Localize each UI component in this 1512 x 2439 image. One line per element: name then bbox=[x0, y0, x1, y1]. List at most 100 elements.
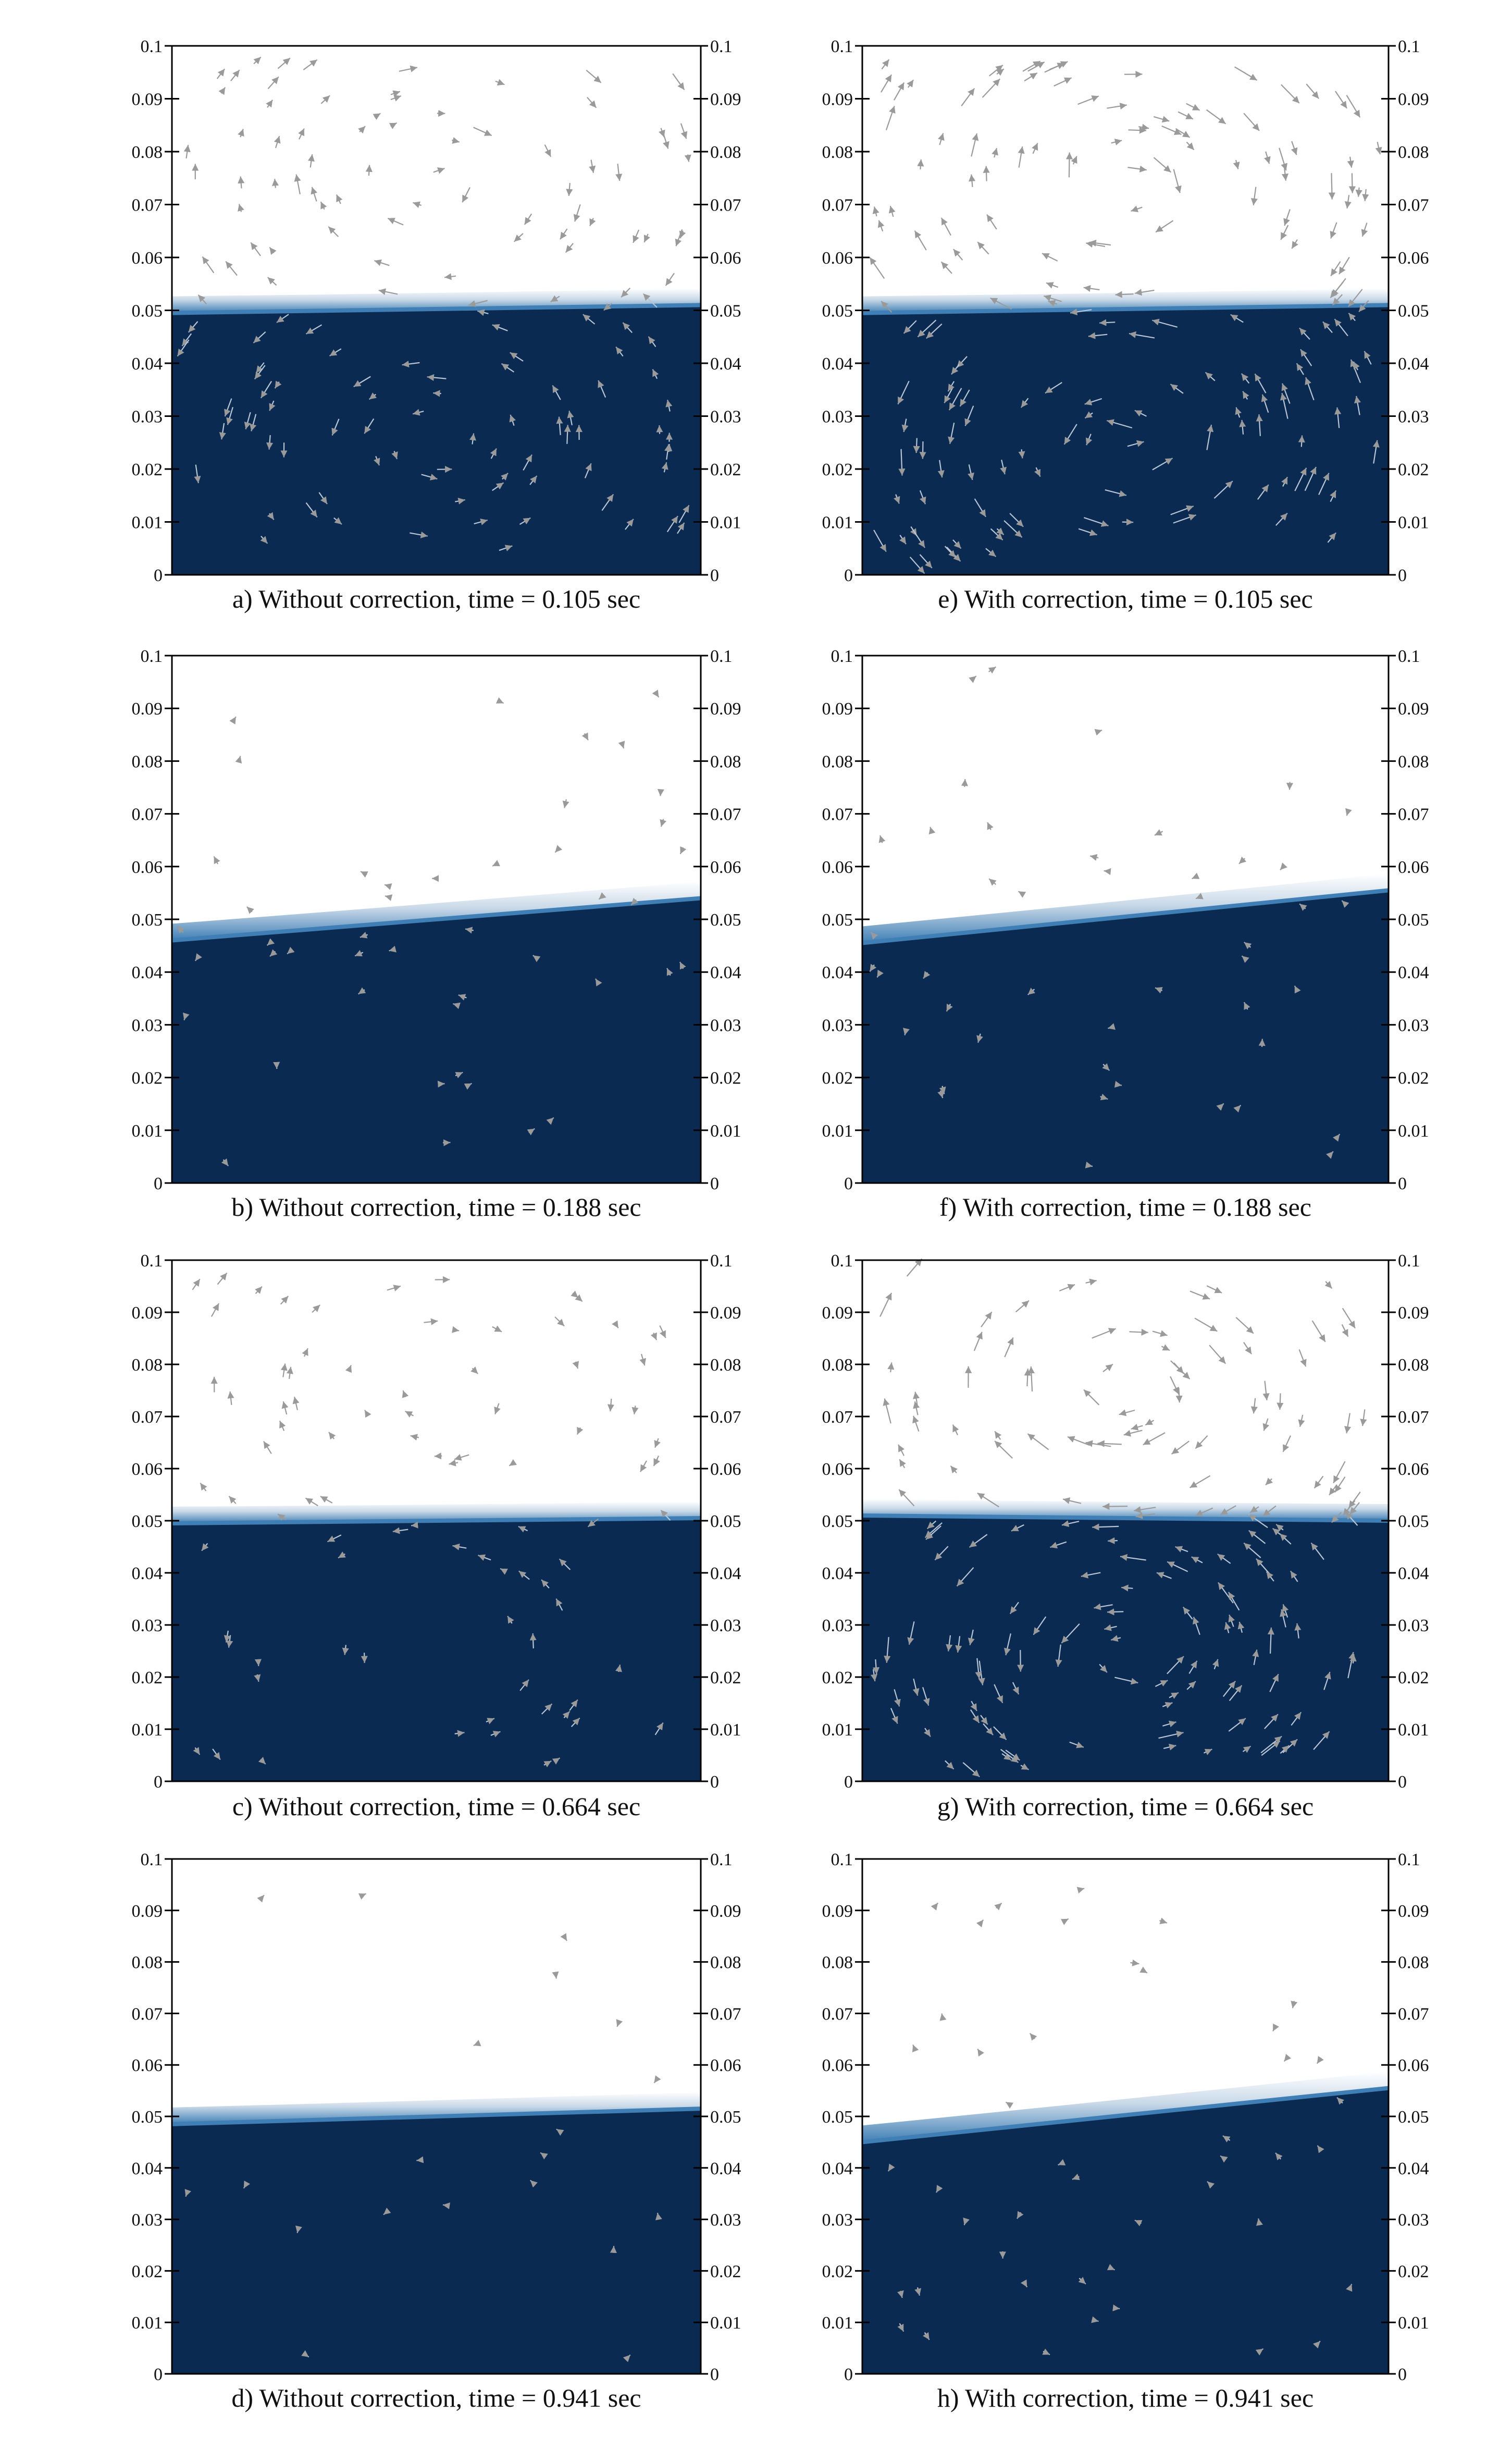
velocity-arrow bbox=[1291, 2000, 1298, 2009]
y-tick-label-right: 0.06 bbox=[1398, 1460, 1429, 1479]
y-tick-label-left: 0.05 bbox=[132, 302, 163, 321]
velocity-arrow bbox=[1084, 411, 1093, 419]
velocity-arrow bbox=[1280, 1609, 1287, 1628]
velocity-arrow bbox=[1000, 459, 1007, 475]
y-tick-label-left: 0.06 bbox=[132, 2056, 163, 2075]
y-tick-label-left: 0.07 bbox=[132, 1408, 163, 1427]
y-tick-label-right: 0.05 bbox=[710, 2108, 741, 2127]
velocity-arrow bbox=[1193, 1617, 1200, 1635]
velocity-arrow bbox=[519, 1679, 529, 1691]
velocity-arrow bbox=[1280, 393, 1288, 419]
velocity-arrow bbox=[1121, 1584, 1133, 1592]
velocity-arrow bbox=[963, 2218, 970, 2225]
velocity-arrow bbox=[560, 1933, 567, 1941]
velocity-arrow bbox=[955, 1636, 962, 1653]
velocity-arrow bbox=[1058, 2159, 1066, 2166]
velocity-arrow bbox=[639, 1353, 647, 1366]
velocity-arrow bbox=[666, 968, 673, 976]
velocity-arrow bbox=[353, 376, 371, 387]
velocity-arrow bbox=[458, 994, 467, 1001]
velocity-arrow bbox=[913, 438, 920, 453]
y-tick-label-right: 0.07 bbox=[710, 2004, 741, 2024]
y-tick-label-left: 0.02 bbox=[132, 1069, 163, 1088]
velocity-arrow bbox=[1264, 151, 1271, 164]
velocity-arrow bbox=[298, 128, 305, 140]
velocity-arrow bbox=[188, 321, 199, 333]
velocity-arrow bbox=[925, 1525, 941, 1540]
velocity-arrow bbox=[267, 277, 277, 286]
y-tick-label-left: 0.07 bbox=[132, 2004, 163, 2024]
velocity-arrow bbox=[1183, 1607, 1193, 1620]
velocity-arrow bbox=[274, 380, 282, 389]
velocity-arrow bbox=[212, 1748, 221, 1760]
velocity-arrow bbox=[917, 159, 924, 170]
velocity-arrow bbox=[364, 1410, 371, 1418]
velocity-arrow bbox=[914, 2287, 922, 2296]
velocity-arrow bbox=[358, 987, 366, 995]
velocity-arrow bbox=[869, 257, 885, 279]
velocity-arrow bbox=[1256, 1558, 1270, 1574]
velocity-arrow bbox=[501, 363, 515, 373]
velocity-arrow bbox=[1114, 1081, 1122, 1088]
velocity-arrow bbox=[1230, 314, 1244, 323]
velocity-arrow bbox=[977, 241, 989, 255]
velocity-arrow bbox=[664, 444, 672, 460]
velocity-arrow bbox=[217, 1272, 228, 1285]
velocity-arrow bbox=[260, 380, 272, 399]
velocity-arrows bbox=[177, 56, 691, 551]
velocity-arrow bbox=[374, 455, 380, 466]
velocity-arrow bbox=[192, 1278, 201, 1290]
velocity-arrow bbox=[200, 1482, 207, 1492]
velocity-arrow bbox=[183, 145, 191, 159]
velocity-arrow bbox=[1085, 1278, 1097, 1286]
velocity-arrow bbox=[937, 460, 945, 478]
velocity-arrow bbox=[888, 205, 896, 217]
y-tick-label-left: 0.01 bbox=[822, 513, 853, 533]
velocity-arrow bbox=[665, 400, 673, 412]
velocity-arrow bbox=[1262, 1418, 1270, 1431]
velocity-arrow bbox=[633, 229, 640, 243]
velocity-arrow bbox=[1275, 513, 1288, 526]
velocity-arrow bbox=[1017, 2211, 1024, 2219]
y-tick-label-right: 0.02 bbox=[1398, 1668, 1429, 1687]
velocity-arrow bbox=[615, 164, 623, 181]
y-tick-label-right: 0.01 bbox=[1398, 2313, 1429, 2333]
velocity-arrow bbox=[956, 1567, 974, 1587]
velocity-arrow bbox=[1347, 289, 1363, 307]
velocity-arrow bbox=[1269, 1673, 1279, 1692]
velocity-arrows bbox=[870, 1258, 1367, 1778]
velocity-arrow bbox=[399, 65, 418, 72]
velocity-arrow bbox=[434, 1452, 442, 1460]
velocity-arrow bbox=[1054, 77, 1072, 87]
y-tick-label-right: 0.1 bbox=[710, 647, 733, 666]
velocity-arrow bbox=[1005, 2101, 1014, 2109]
velocity-arrow bbox=[1107, 103, 1127, 110]
y-tick-label-left: 0.04 bbox=[822, 1564, 853, 1583]
velocity-arrow bbox=[305, 1497, 318, 1507]
y-tick-label-left: 0 bbox=[844, 566, 853, 585]
velocity-arrow bbox=[1341, 1324, 1349, 1337]
velocity-arrow bbox=[1134, 2220, 1143, 2226]
velocity-arrow bbox=[292, 1396, 300, 1410]
velocity-arrow bbox=[1114, 1677, 1138, 1685]
velocity-arrow bbox=[584, 463, 592, 478]
velocity-arrow bbox=[258, 1757, 266, 1765]
velocity-arrow bbox=[1272, 2023, 1279, 2032]
interface-line bbox=[171, 2107, 701, 2126]
velocity-arrow bbox=[1102, 1063, 1110, 1071]
velocity-arrow bbox=[1060, 1918, 1069, 1925]
velocity-arrow bbox=[301, 2350, 309, 2358]
velocity-arrow bbox=[1228, 1615, 1235, 1627]
velocity-arrow bbox=[1267, 1628, 1275, 1654]
y-tick-label-right: 0.07 bbox=[1398, 196, 1429, 215]
velocity-arrow bbox=[1152, 1330, 1168, 1337]
velocity-arrow bbox=[416, 2156, 424, 2163]
velocity-arrow bbox=[477, 309, 489, 316]
velocity-arrow bbox=[1234, 66, 1258, 81]
velocity-arrow bbox=[1239, 420, 1246, 435]
velocity-arrow bbox=[243, 2181, 251, 2189]
y-tick-label-right: 0.04 bbox=[710, 2159, 741, 2178]
interface-line bbox=[171, 303, 701, 315]
velocity-arrow bbox=[194, 464, 201, 484]
velocity-arrow bbox=[1158, 1730, 1184, 1739]
